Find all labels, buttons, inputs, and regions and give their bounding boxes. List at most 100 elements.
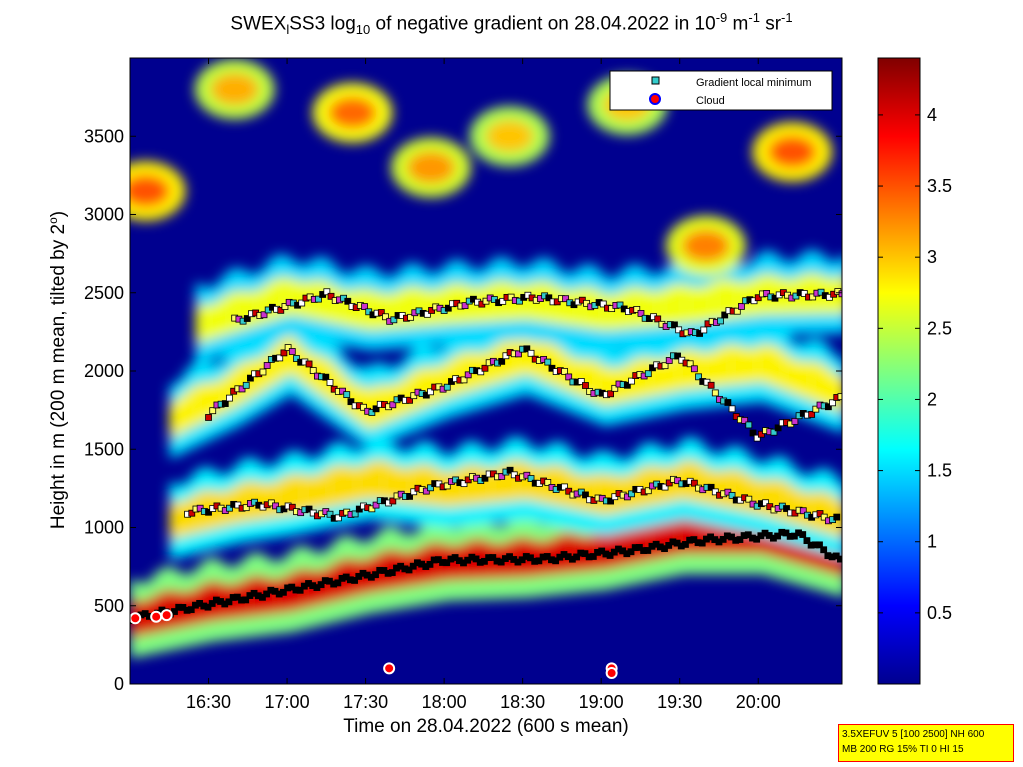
gradient-minimum-marker [665,542,673,549]
heat-band-core [679,518,689,555]
heat-band-core [499,464,508,502]
gradient-minimum-marker [774,424,782,432]
gradient-minimum-marker [406,396,413,404]
gradient-minimum-marker [226,394,233,402]
heat-band-core [289,279,299,316]
heat-band-core [310,475,320,511]
gradient-minimum-marker [427,484,434,492]
heat-band-core [397,551,406,589]
heat-band-core [334,368,344,407]
heat-band-core [781,481,791,522]
heat-band-core [506,338,516,379]
heat-band-core [321,280,330,322]
heat-band-core [365,461,375,500]
heat-band-core [656,518,665,559]
gradient-minimum-marker [464,371,472,379]
heat-band-core [666,286,676,326]
gradient-minimum-marker [389,401,397,409]
cloud-marker [130,612,142,625]
heat-band-core [718,346,728,386]
gradient-minimum-marker [460,376,468,384]
heat-band-core [357,466,367,501]
heat-band-core [805,532,815,568]
gradient-minimum-marker [515,350,522,358]
gradient-minimum-marker [368,409,376,416]
gradient-minimum-marker [628,490,635,498]
heat-band-core [601,366,611,406]
gradient-minimum-marker [477,368,485,376]
heat-band-core [506,460,516,501]
heat-band-core [195,304,205,343]
gradient-minimum-marker [573,553,580,561]
gradient-minimum-marker [792,292,800,300]
gradient-minimum-marker [460,480,468,488]
heat-band-core [695,351,705,389]
heat-band-core [601,474,611,515]
gradient-minimum-marker [791,417,799,425]
heat-band-core [609,527,618,569]
colorbar-tick-label: 3.5 [927,176,952,196]
cloud-marker [150,610,163,623]
heat-band-core [624,530,634,566]
gradient-minimum-marker [187,606,195,614]
gradient-minimum-marker [410,392,418,400]
heat-band-core [648,358,658,397]
heat-band-core [318,472,328,509]
heat-patch-core [407,151,456,184]
heat-band-core [334,464,344,506]
gradient-minimum-marker [783,505,790,512]
heat-band-core [383,294,393,329]
colorbar-gradient [877,57,921,685]
gradient-minimum-marker [410,488,418,496]
gradient-minimum-marker [242,596,250,604]
heat-band-core [664,520,673,558]
heat-band-core [805,492,815,529]
heat-band-core [368,290,378,331]
heat-band-core [813,533,823,570]
gradient-minimum-marker [377,309,385,316]
gradient-minimum-marker [443,383,451,391]
gradient-minimum-marker [545,294,553,302]
heat-band-core [525,283,535,320]
gradient-minimum-marker [824,403,832,411]
gradient-minimum-marker [498,473,506,480]
gradient-minimum-marker [489,554,497,561]
colorbar-tick-label: 1 [927,532,937,552]
gradient-minimum-marker [552,557,560,565]
heat-band-core [250,291,260,326]
gradient-minimum-marker [623,381,631,389]
heat-band-core [294,474,304,514]
x-axis-ticks: 16:30 17:00 17:30 18:00 18:30 19:00 19:30 20:00 [186,58,781,712]
gradient-minimum-marker [326,379,334,386]
gradient-minimum-marker [661,362,669,370]
gradient-minimum-marker [315,295,322,303]
heat-band-core [711,471,720,506]
gradient-minimum-marker [527,349,535,357]
heat-band-core [593,473,603,514]
heat-band-core [255,482,265,520]
heat-band-core [640,524,650,562]
heat-band-core [287,474,296,515]
heat-band-core [695,463,705,503]
heat-band-core [781,353,791,391]
x-tick-label: 19:30 [657,692,702,712]
colorbar: 0.5 1 1.5 2 2.5 3 3.5 4 [877,57,952,685]
heat-band-core [679,349,689,390]
x-axis-label: Time on 28.04.2022 (600 s mean) [343,716,629,737]
heat-band-core [200,382,210,422]
heat-band-core [475,465,485,505]
gradient-minimum-marker [745,495,753,503]
gradient-minimum-marker [368,505,376,513]
heat-band-core [737,282,747,318]
heat-band-core [766,479,775,518]
gradient-minimum-marker [260,311,268,319]
heat-band-core [766,344,775,385]
gradient-minimum-marker [171,608,178,615]
heat-band-core [805,361,815,400]
heat-band-core [656,359,665,395]
gradient-minimum-marker [774,532,782,540]
heat-band-core [381,460,391,501]
gradient-minimum-marker [427,388,434,396]
gradient-minimum-marker [334,514,342,522]
gradient-minimum-marker [372,405,380,413]
